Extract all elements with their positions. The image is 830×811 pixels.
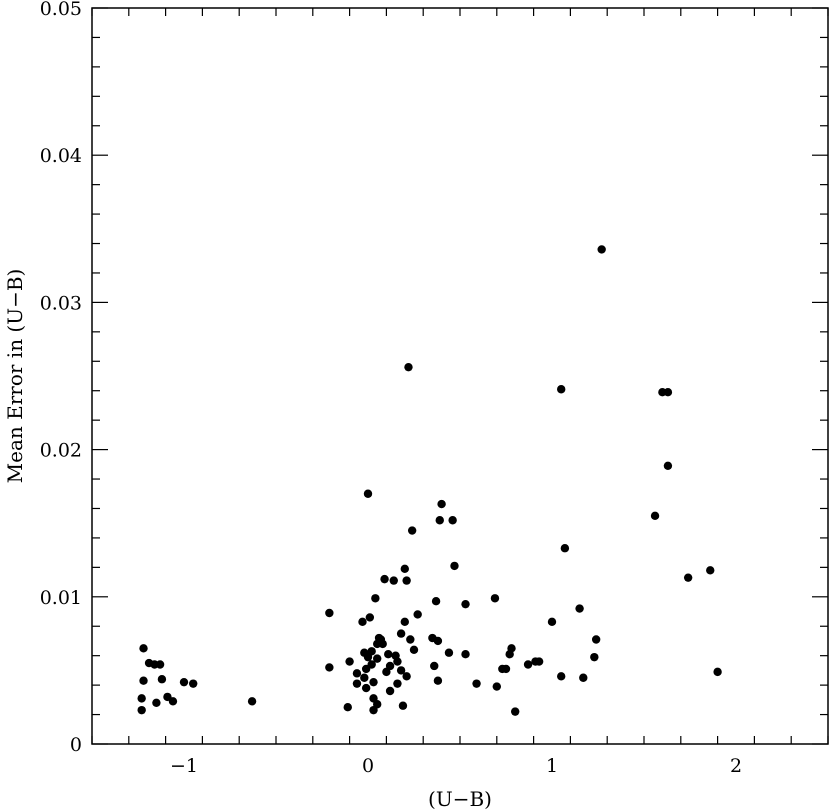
y-tick-label: 0.05 — [40, 0, 82, 20]
data-point — [435, 516, 444, 525]
data-point — [139, 676, 148, 685]
data-point — [663, 387, 673, 397]
data-point — [389, 576, 398, 585]
data-point — [430, 661, 439, 671]
data-point — [384, 650, 393, 659]
y-tick-label: 0.04 — [40, 145, 82, 167]
data-point — [579, 673, 588, 682]
data-point — [325, 608, 334, 618]
data-point — [713, 667, 722, 677]
data-point — [380, 574, 389, 584]
data-point — [352, 679, 362, 688]
data-point — [139, 644, 148, 653]
data-point — [433, 636, 443, 646]
data-points — [137, 245, 722, 716]
data-point — [363, 489, 373, 498]
data-point — [361, 683, 371, 693]
data-point — [461, 599, 470, 609]
y-tick-label: 0.03 — [40, 292, 82, 314]
data-point — [369, 677, 378, 687]
data-point — [650, 511, 660, 521]
tick-labels: −1 0 1 2 0 0.01 0.02 0.03 0.04 0.05 — [40, 0, 742, 777]
data-point — [168, 697, 178, 706]
data-point — [152, 698, 161, 707]
data-point — [431, 597, 441, 606]
data-point — [396, 629, 406, 638]
data-point — [523, 660, 533, 669]
data-point — [444, 648, 454, 657]
x-tick-label: 2 — [730, 755, 742, 777]
data-point — [407, 526, 417, 535]
data-point — [367, 660, 376, 669]
data-point — [448, 516, 457, 525]
data-point — [189, 679, 198, 688]
data-point — [557, 385, 566, 394]
data-point — [367, 647, 376, 656]
data-point — [385, 686, 395, 696]
data-point — [155, 660, 165, 669]
data-point — [358, 617, 367, 627]
data-point — [396, 666, 406, 675]
data-point — [490, 594, 500, 603]
data-point — [534, 657, 544, 666]
axis-ticks — [91, 7, 829, 745]
data-point — [373, 654, 382, 663]
y-tick-label: 0.02 — [40, 440, 82, 462]
data-point — [547, 617, 557, 627]
data-point — [597, 245, 606, 254]
data-point — [575, 604, 584, 613]
x-axis-title: (U−B) — [428, 787, 492, 811]
data-point — [247, 697, 257, 706]
data-point — [511, 707, 520, 716]
data-point — [360, 673, 369, 682]
data-point — [402, 576, 411, 585]
data-point — [472, 679, 481, 688]
data-point — [683, 573, 693, 582]
data-point — [501, 664, 511, 674]
data-point — [507, 644, 516, 653]
data-point — [352, 669, 362, 678]
data-point — [179, 677, 189, 687]
data-point — [345, 657, 354, 666]
data-point — [560, 544, 570, 553]
data-point — [373, 700, 382, 709]
data-point — [437, 499, 446, 509]
data-point — [400, 564, 409, 574]
data-point — [433, 676, 443, 685]
data-point — [413, 610, 422, 619]
data-point — [402, 672, 411, 681]
data-point — [378, 639, 387, 649]
y-tick-label: 0 — [70, 734, 82, 756]
data-point — [371, 594, 380, 603]
x-tick-label: 0 — [362, 755, 374, 777]
data-point — [663, 461, 673, 470]
data-point — [398, 701, 408, 710]
data-point — [591, 635, 601, 644]
plot-frame — [91, 7, 829, 745]
data-point — [393, 679, 402, 688]
data-point — [400, 617, 409, 627]
data-point — [492, 682, 501, 691]
data-point — [365, 613, 375, 622]
data-point — [461, 650, 470, 659]
data-point — [706, 566, 715, 575]
data-point — [325, 663, 334, 672]
x-tick-label: 1 — [546, 755, 558, 777]
data-point — [343, 703, 352, 712]
y-axis-title: Mean Error in (U−B) — [3, 269, 27, 484]
data-point — [137, 705, 146, 715]
x-tick-label: −1 — [170, 755, 198, 777]
data-point — [404, 362, 413, 372]
data-point — [557, 672, 566, 681]
data-point — [137, 694, 146, 703]
data-point — [450, 561, 459, 571]
data-point — [409, 645, 419, 654]
data-point — [385, 661, 395, 671]
data-point — [393, 657, 402, 666]
data-point — [406, 635, 415, 644]
y-tick-label: 0.01 — [40, 587, 82, 609]
data-point — [157, 675, 167, 684]
data-point — [590, 652, 599, 662]
